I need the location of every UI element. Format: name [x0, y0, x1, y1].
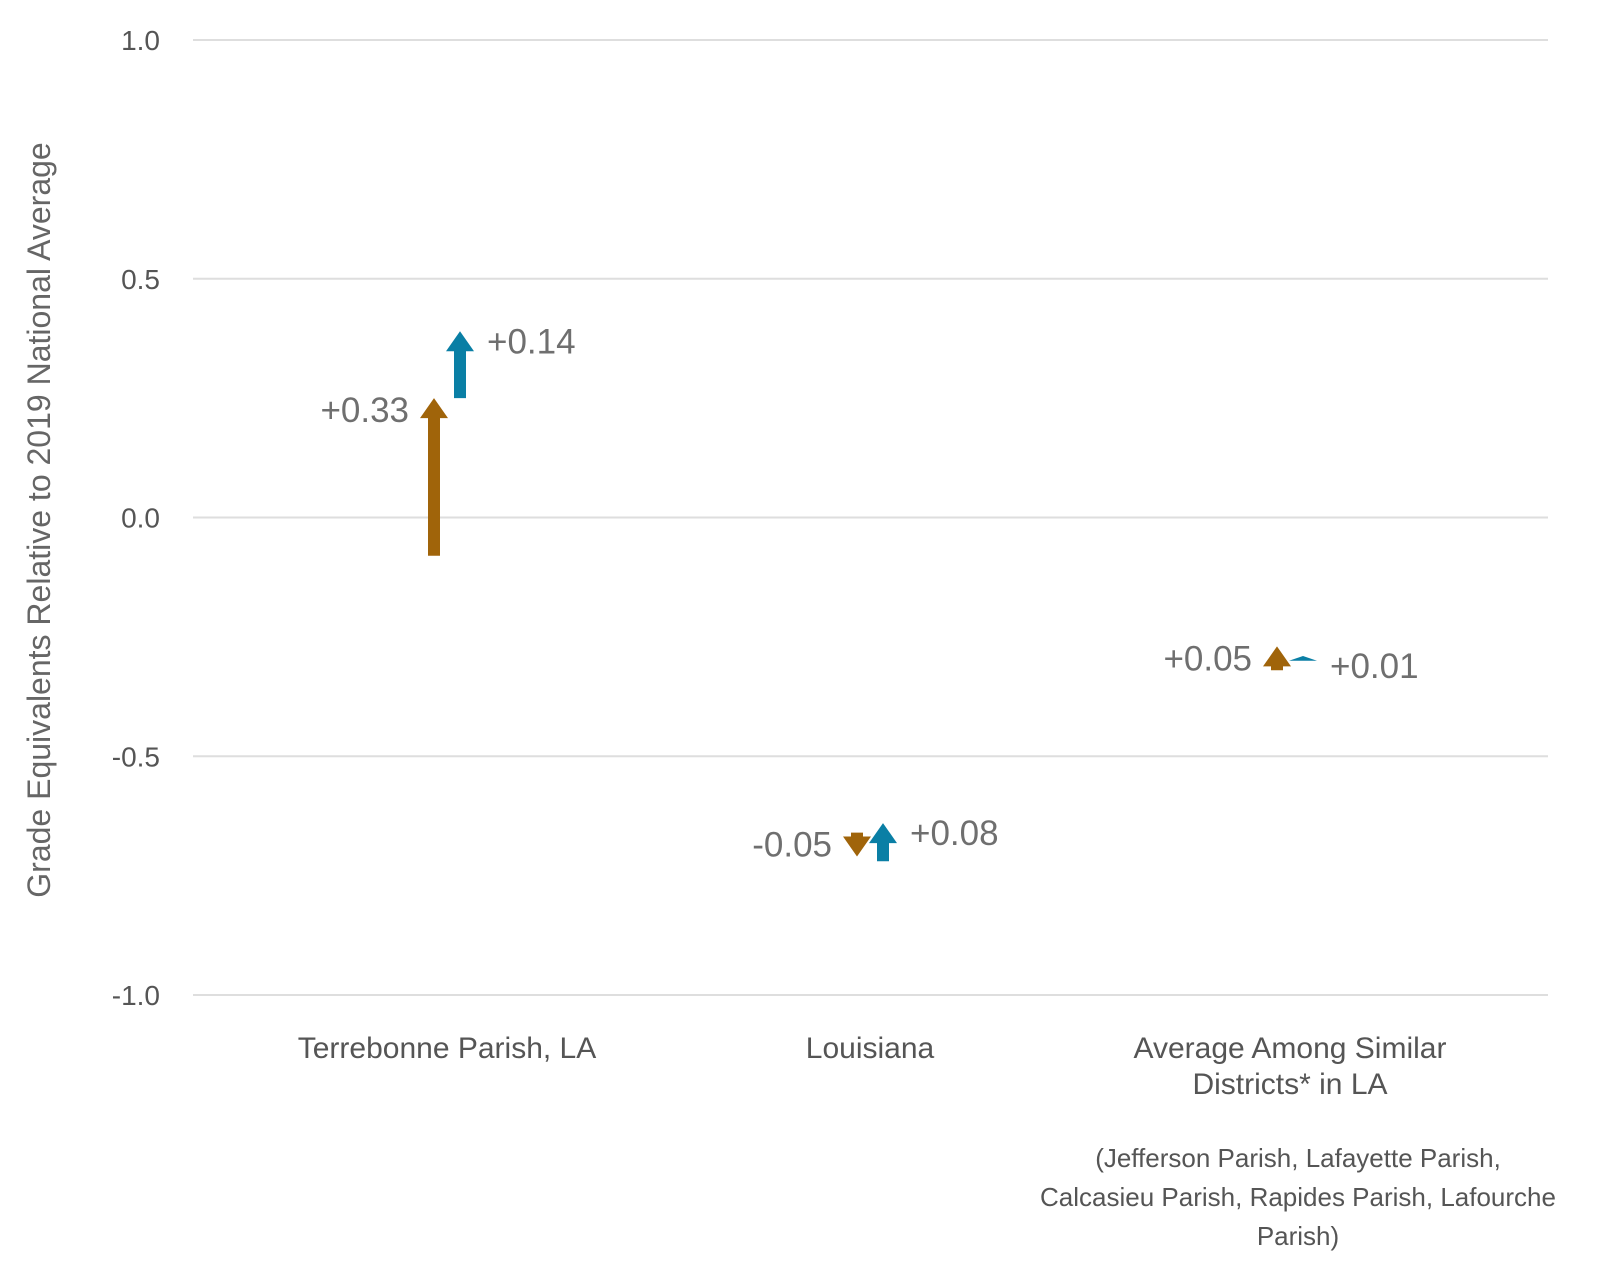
category-label: Districts* in LA: [1192, 1068, 1387, 1101]
category-label: Louisiana: [806, 1032, 935, 1065]
category-label: Terrebonne Parish, LA: [298, 1032, 597, 1065]
y-tick-label: -1.0: [112, 980, 160, 1011]
x-axis-categories: Terrebonne Parish, LA Louisiana Average Am…: [298, 1032, 1556, 1251]
y-tick-label: 0.0: [121, 503, 160, 534]
arrow-mark: [843, 832, 871, 857]
data-label: +0.05: [1163, 639, 1252, 678]
arrow-mark: [446, 331, 474, 399]
y-tick-label: 0.5: [121, 264, 160, 295]
arrow-mark: [869, 823, 897, 862]
data-label: +0.14: [487, 322, 576, 361]
gridlines: [193, 39, 1548, 996]
data-label: +0.33: [320, 391, 409, 430]
arrow-mark: [1289, 655, 1317, 661]
y-axis-label: Grade Equivalents Relative to 2019 Natio…: [21, 142, 57, 897]
y-tick-label: 1.0: [121, 25, 160, 56]
data-label: +0.01: [1330, 647, 1419, 686]
category-note: Calcasieu Parish, Rapides Parish, Lafour…: [1040, 1182, 1556, 1212]
category-note: (Jefferson Parish, Lafayette Parish,: [1095, 1143, 1501, 1173]
arrow-mark: [420, 398, 448, 556]
category-note: Parish): [1257, 1221, 1339, 1251]
data-labels: +0.33 -0.05 +0.05 +0.14 +0.08 +0.01: [320, 322, 1418, 864]
category-label: Average Among Similar: [1134, 1032, 1447, 1065]
y-tick-label: -0.5: [112, 741, 160, 772]
data-label: -0.05: [752, 826, 832, 865]
y-axis-ticks: 1.0 0.5 0.0 -0.5 -1.0: [112, 25, 160, 1011]
arrows: [420, 331, 1317, 862]
arrow-mark: [1263, 646, 1291, 671]
data-label: +0.08: [910, 814, 999, 853]
